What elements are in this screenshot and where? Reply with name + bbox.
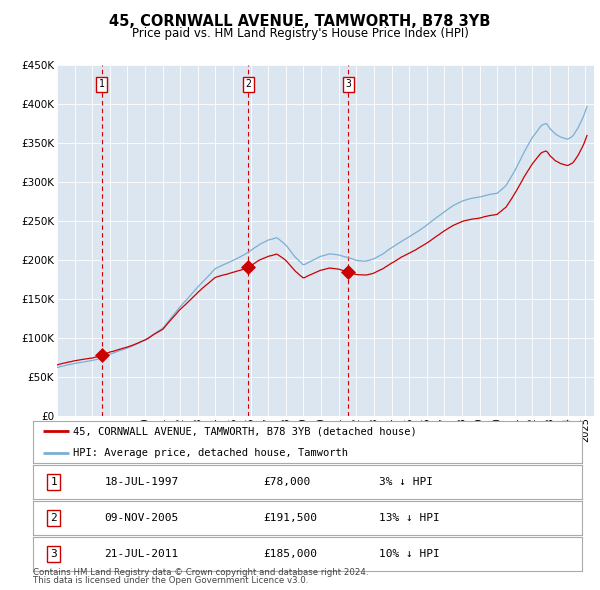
Text: 13% ↓ HPI: 13% ↓ HPI xyxy=(379,513,440,523)
Text: 2: 2 xyxy=(245,79,251,89)
Text: £191,500: £191,500 xyxy=(263,513,317,523)
Text: £78,000: £78,000 xyxy=(263,477,311,487)
Text: 1: 1 xyxy=(50,477,57,487)
Text: HPI: Average price, detached house, Tamworth: HPI: Average price, detached house, Tamw… xyxy=(73,448,347,457)
Text: This data is licensed under the Open Government Licence v3.0.: This data is licensed under the Open Gov… xyxy=(33,576,308,585)
Text: 2: 2 xyxy=(50,513,57,523)
Text: 18-JUL-1997: 18-JUL-1997 xyxy=(104,477,179,487)
Text: 3% ↓ HPI: 3% ↓ HPI xyxy=(379,477,433,487)
Text: 3: 3 xyxy=(50,549,57,559)
Text: 09-NOV-2005: 09-NOV-2005 xyxy=(104,513,179,523)
Text: Contains HM Land Registry data © Crown copyright and database right 2024.: Contains HM Land Registry data © Crown c… xyxy=(33,568,368,577)
Text: £185,000: £185,000 xyxy=(263,549,317,559)
Text: 10% ↓ HPI: 10% ↓ HPI xyxy=(379,549,440,559)
Text: 45, CORNWALL AVENUE, TAMWORTH, B78 3YB: 45, CORNWALL AVENUE, TAMWORTH, B78 3YB xyxy=(109,14,491,30)
Text: Price paid vs. HM Land Registry's House Price Index (HPI): Price paid vs. HM Land Registry's House … xyxy=(131,27,469,40)
Text: 45, CORNWALL AVENUE, TAMWORTH, B78 3YB (detached house): 45, CORNWALL AVENUE, TAMWORTH, B78 3YB (… xyxy=(73,427,416,436)
Text: 3: 3 xyxy=(346,79,352,89)
Text: 1: 1 xyxy=(99,79,104,89)
Text: 21-JUL-2011: 21-JUL-2011 xyxy=(104,549,179,559)
